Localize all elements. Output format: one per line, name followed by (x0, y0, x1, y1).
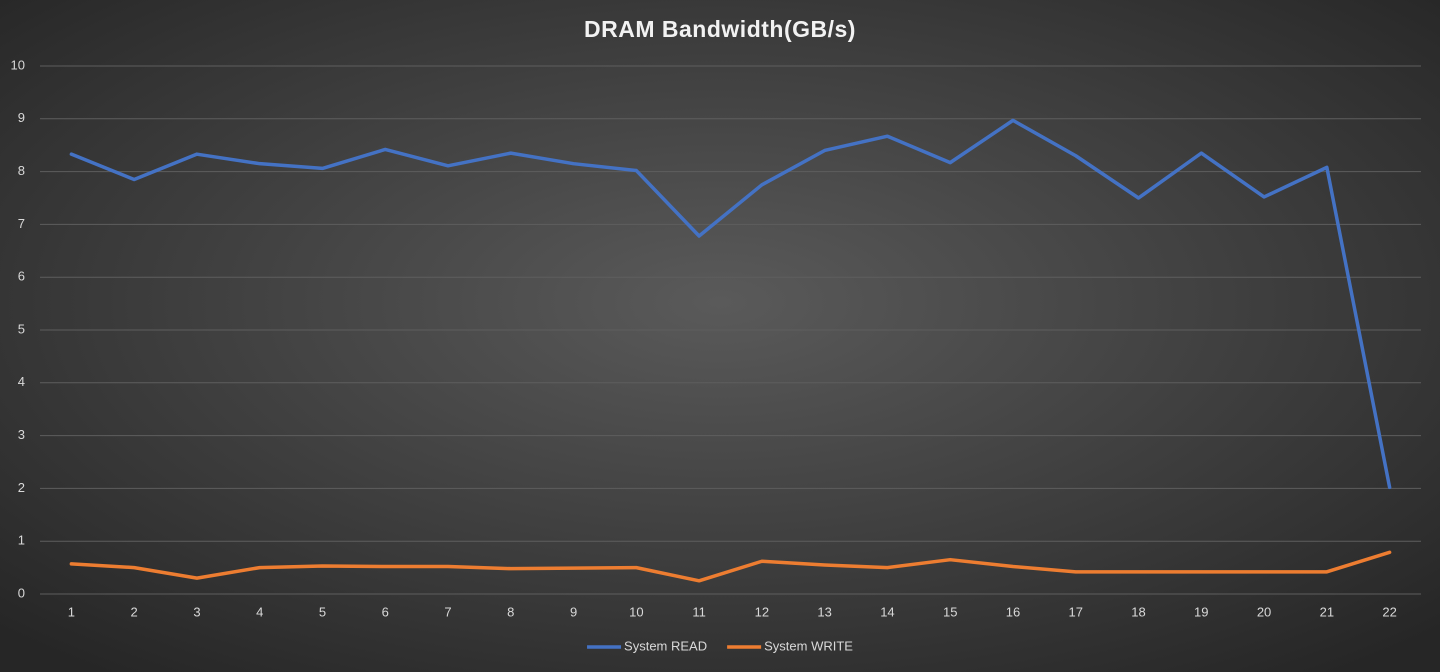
x-tick-label: 6 (382, 604, 389, 619)
y-tick-label: 0 (18, 585, 25, 600)
y-tick-label: 7 (18, 216, 25, 231)
y-tick-label: 3 (18, 427, 25, 442)
x-tick-label: 19 (1194, 604, 1208, 619)
x-tick-label: 7 (444, 604, 451, 619)
x-tick-label: 10 (629, 604, 643, 619)
y-tick-label: 1 (18, 533, 25, 548)
data-line (69, 118, 1392, 490)
x-tick-label: 3 (193, 604, 200, 619)
x-tick-label: 4 (256, 604, 263, 619)
y-tick-label: 9 (18, 110, 25, 125)
y-tick-label: 2 (18, 480, 25, 495)
legend-label: System WRITE (764, 638, 853, 653)
y-tick-label: 4 (18, 374, 25, 389)
x-tick-label: 18 (1131, 604, 1145, 619)
y-tick-label: 6 (18, 269, 25, 284)
x-tick-label: 20 (1257, 604, 1271, 619)
x-tick-label: 21 (1320, 604, 1334, 619)
y-tick-label: 10 (11, 57, 25, 72)
x-tick-label: 1 (68, 604, 75, 619)
x-tick-label: 2 (131, 604, 138, 619)
x-tick-label: 5 (319, 604, 326, 619)
x-tick-label: 8 (507, 604, 514, 619)
y-tick-label: 8 (18, 163, 25, 178)
x-tick-label: 12 (755, 604, 769, 619)
y-tick-label: 5 (18, 321, 25, 336)
chart-title: DRAM Bandwidth(GB/s) (584, 16, 856, 42)
x-tick-label: 9 (570, 604, 577, 619)
x-tick-label: 22 (1382, 604, 1396, 619)
x-tick-label: 15 (943, 604, 957, 619)
legend-label: System READ (624, 638, 707, 653)
x-tick-label: 16 (1006, 604, 1020, 619)
x-tick-label: 14 (880, 604, 894, 619)
x-tick-label: 11 (692, 604, 706, 619)
x-tick-label: 17 (1069, 604, 1083, 619)
x-tick-label: 13 (817, 604, 831, 619)
data-line (69, 550, 1392, 583)
